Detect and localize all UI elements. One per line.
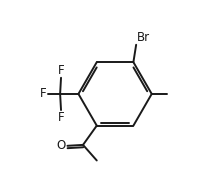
Text: O: O bbox=[57, 139, 66, 152]
Text: Br: Br bbox=[137, 31, 150, 44]
Text: F: F bbox=[40, 87, 47, 100]
Text: F: F bbox=[58, 111, 64, 124]
Text: F: F bbox=[58, 64, 64, 77]
